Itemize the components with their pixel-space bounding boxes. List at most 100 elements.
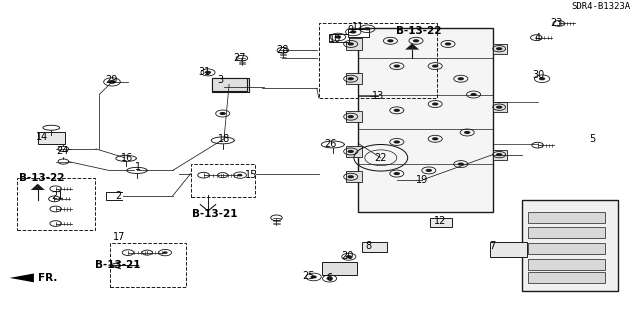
- Text: 9: 9: [348, 25, 354, 35]
- Text: 24: 24: [56, 146, 69, 156]
- Circle shape: [496, 153, 502, 156]
- Circle shape: [348, 77, 354, 80]
- Text: B-13-22: B-13-22: [396, 26, 442, 36]
- Bar: [346, 73, 362, 85]
- Text: 4: 4: [534, 33, 541, 43]
- Polygon shape: [10, 273, 34, 282]
- Text: 20: 20: [341, 251, 354, 261]
- Circle shape: [426, 169, 432, 172]
- Circle shape: [237, 174, 243, 176]
- Text: 6: 6: [326, 273, 333, 283]
- Text: 14: 14: [35, 132, 48, 142]
- Circle shape: [310, 275, 317, 278]
- Text: 21: 21: [51, 191, 64, 201]
- Text: 25: 25: [302, 271, 315, 281]
- Circle shape: [470, 93, 477, 96]
- Text: 18: 18: [218, 134, 230, 144]
- Text: 23: 23: [550, 19, 563, 28]
- Text: 1: 1: [134, 162, 141, 172]
- Text: 2: 2: [115, 191, 122, 201]
- Bar: [211, 78, 246, 91]
- Bar: [493, 150, 507, 160]
- Bar: [430, 218, 452, 227]
- Text: 31: 31: [198, 67, 211, 78]
- Bar: [493, 44, 507, 54]
- Text: 7: 7: [490, 241, 496, 251]
- Bar: [493, 102, 507, 112]
- Text: 30: 30: [532, 70, 545, 80]
- Bar: [348, 29, 369, 37]
- Circle shape: [348, 42, 354, 46]
- Text: 15: 15: [245, 170, 258, 180]
- Circle shape: [432, 102, 438, 106]
- Bar: [191, 164, 255, 197]
- Bar: [528, 227, 605, 238]
- Bar: [212, 78, 249, 92]
- Circle shape: [496, 106, 502, 109]
- Text: B-13-21: B-13-21: [95, 260, 140, 270]
- Circle shape: [108, 80, 116, 84]
- Circle shape: [348, 115, 354, 118]
- Circle shape: [496, 47, 502, 50]
- Text: 10: 10: [329, 34, 342, 44]
- Circle shape: [432, 137, 438, 140]
- Circle shape: [350, 30, 356, 33]
- Circle shape: [394, 109, 400, 112]
- Text: 5: 5: [589, 134, 595, 144]
- Text: 12: 12: [434, 216, 447, 226]
- Text: 27: 27: [234, 53, 246, 63]
- Bar: [362, 242, 387, 252]
- Bar: [528, 211, 605, 223]
- Circle shape: [394, 140, 400, 144]
- Circle shape: [364, 27, 371, 30]
- Circle shape: [205, 71, 211, 74]
- Circle shape: [335, 35, 341, 39]
- Circle shape: [394, 64, 400, 68]
- Circle shape: [326, 277, 333, 280]
- Text: 28: 28: [276, 45, 289, 55]
- Bar: [346, 38, 362, 50]
- Text: 13: 13: [371, 91, 384, 101]
- Text: B-13-21: B-13-21: [192, 209, 237, 219]
- Circle shape: [539, 77, 545, 80]
- Polygon shape: [405, 43, 419, 50]
- Bar: [358, 28, 493, 211]
- Text: 26: 26: [324, 138, 337, 149]
- Circle shape: [346, 255, 352, 258]
- Bar: [528, 271, 605, 283]
- Circle shape: [458, 77, 464, 80]
- Bar: [322, 262, 357, 275]
- Circle shape: [163, 251, 168, 254]
- Circle shape: [445, 42, 451, 46]
- Circle shape: [432, 64, 438, 68]
- Circle shape: [348, 175, 354, 178]
- Bar: [346, 111, 362, 122]
- Text: 17: 17: [113, 232, 125, 242]
- Bar: [319, 23, 437, 98]
- Text: 29: 29: [105, 75, 118, 85]
- Circle shape: [220, 112, 226, 115]
- Bar: [346, 146, 362, 157]
- Text: 16: 16: [120, 153, 133, 163]
- Bar: [110, 243, 186, 287]
- Circle shape: [464, 131, 470, 134]
- Bar: [346, 171, 362, 182]
- Text: 3: 3: [218, 75, 224, 85]
- Text: 8: 8: [365, 241, 371, 251]
- Bar: [528, 243, 605, 254]
- Circle shape: [348, 150, 354, 153]
- Text: FR.: FR.: [38, 273, 58, 283]
- Circle shape: [413, 39, 419, 42]
- Bar: [38, 132, 65, 144]
- Text: 22: 22: [374, 153, 387, 163]
- Bar: [528, 259, 605, 270]
- Text: B-13-22: B-13-22: [19, 173, 65, 183]
- Bar: [329, 34, 349, 41]
- Polygon shape: [31, 184, 45, 190]
- Circle shape: [387, 39, 394, 42]
- Text: 11: 11: [352, 22, 365, 32]
- Bar: [522, 200, 618, 291]
- Circle shape: [458, 162, 464, 166]
- Circle shape: [394, 172, 400, 175]
- Text: 19: 19: [416, 175, 429, 185]
